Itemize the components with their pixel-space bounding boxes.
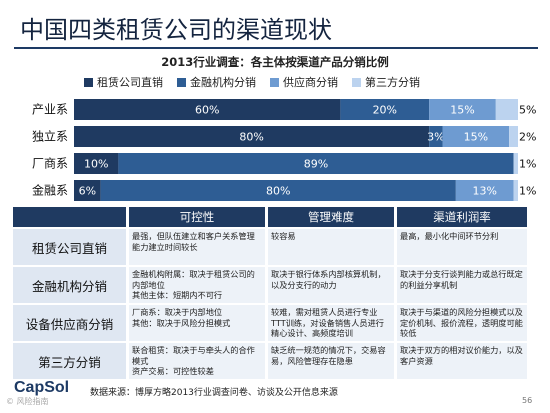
table-row: 租赁公司直销 最强，但队伍建立和客户关系管理能力建立时间较长 较容易 最高，最小… xyxy=(13,229,527,265)
table-header-row: 可控性 管理难度 渠道利润率 xyxy=(13,207,527,227)
legend-swatch xyxy=(84,77,93,87)
bar-segment xyxy=(513,153,518,174)
table-row: 设备供应商分销 厂商系：取决于内部地位 其他：取决于风险分担模式 较难，需对租赁… xyxy=(13,305,527,341)
bar-segment xyxy=(513,180,518,201)
category-label: 厂商系 xyxy=(32,156,68,171)
stacked-bar-chart: 产业系 60% 20% 15% 5% 独立系 80% 3% 15% 2% 厂商系 10% 89% 1% 金融… xyxy=(32,99,536,201)
data-label: 20% xyxy=(373,104,397,117)
table-row: 第三方分销 联合租赁：取决于与牵头人的合作模式 资产交易：可控性较差 缺乏统一规… xyxy=(13,343,527,379)
bar-segment xyxy=(429,126,443,147)
bar-segment xyxy=(74,99,341,120)
bar-segment xyxy=(455,180,514,201)
legend-item-direct: 租赁公司直销 xyxy=(84,74,163,90)
data-label: 5% xyxy=(519,104,536,117)
data-label: 80% xyxy=(239,131,263,144)
table-cell: 最强，但队伍建立和客户关系管理能力建立时间较长 xyxy=(129,229,265,265)
legend-item-third-party: 第三方分销 xyxy=(352,74,420,90)
table-cell: 较容易 xyxy=(268,229,394,265)
bar-segment xyxy=(509,126,518,147)
bar-segment xyxy=(495,99,518,120)
legend-item-supplier: 供应商分销 xyxy=(270,74,338,90)
page-title: 中国四类租赁公司的渠道现状 xyxy=(20,16,332,44)
table-cell: 较难，需对租赁人员进行专业TTT训练，对设备销售人员进行精心设计、高频度培训 xyxy=(268,305,394,341)
page-number: 56 xyxy=(522,396,533,405)
table-cell: 取决于分支行谈判能力或总行既定的利益分享机制 xyxy=(397,267,527,303)
chart-legend: 租赁公司直销 金融机构分销 供应商分销 第三方分销 xyxy=(84,74,420,90)
watermark: © 风险指南 xyxy=(6,397,49,406)
header-controllability: 可控性 xyxy=(129,207,265,227)
table-cell: 最高，最小化中间环节分利 xyxy=(397,229,527,265)
table-cell: 取决于双方的相对议价能力，以及客户资源 xyxy=(397,343,527,379)
bar-segment xyxy=(74,180,101,201)
table-cell: 厂商系：取决于内部地位 其他：取决于风险分担模式 xyxy=(129,305,265,341)
data-source-note: 数据来源：博厚方略2013行业调查问卷、访谈及公开信息来源 xyxy=(90,388,338,398)
row-label: 第三方分销 xyxy=(13,343,126,379)
header-channel-margin: 渠道利润率 xyxy=(397,207,527,227)
data-label: 13% xyxy=(472,185,496,198)
bar-segment xyxy=(74,153,119,174)
legend-swatch xyxy=(177,77,186,87)
legend-swatch xyxy=(270,77,279,87)
bar-segment xyxy=(442,126,510,147)
header-management-difficulty: 管理难度 xyxy=(268,207,394,227)
row-label: 金融机构分销 xyxy=(13,267,126,303)
data-label: 10% xyxy=(84,158,108,171)
legend-label: 租赁公司直销 xyxy=(97,76,163,89)
legend-label: 供应商分销 xyxy=(283,76,338,89)
table-cell: 取决于与渠道的风险分担模式以及定价机制、报价流程，透明度可能较低 xyxy=(397,305,527,341)
data-label: 89% xyxy=(304,158,328,171)
table-corner xyxy=(13,207,126,227)
legend-label: 第三方分销 xyxy=(365,76,420,89)
category-label: 产业系 xyxy=(32,103,68,117)
chart-title: 2013行业调查：各主体按渠道产品分销比例 xyxy=(161,55,389,69)
title-divider xyxy=(14,47,538,49)
category-label: 独立系 xyxy=(32,129,68,144)
channel-comparison-table: 可控性 管理难度 渠道利润率 租赁公司直销 最强，但队伍建立和客户关系管理能力建… xyxy=(10,205,530,381)
data-label: 6% xyxy=(79,185,96,198)
legend-item-financial: 金融机构分销 xyxy=(177,74,256,90)
table-row: 金融机构分销 金融机构附属：取决于租赁公司的内部地位 其他主体：短期内不可行 取… xyxy=(13,267,527,303)
table-cell: 金融机构附属：取决于租赁公司的内部地位 其他主体：短期内不可行 xyxy=(129,267,265,303)
data-label: 1% xyxy=(519,158,536,171)
capsol-logo: CapSol xyxy=(14,379,70,396)
bar-segment xyxy=(100,180,456,201)
table-cell: 取决于银行体系内部核算机制，以及分支行的动力 xyxy=(268,267,394,303)
bar-segment xyxy=(340,99,430,120)
legend-label: 金融机构分销 xyxy=(190,76,256,89)
data-label: 1% xyxy=(519,185,536,198)
bar-segment xyxy=(118,153,514,174)
bar-segment xyxy=(74,126,430,147)
data-label: 2% xyxy=(519,131,536,144)
data-label: 60% xyxy=(195,104,219,117)
table-cell: 缺乏统一规范的情况下，交易容易，风险管理存在隐患 xyxy=(268,343,394,379)
data-label: 3% xyxy=(427,131,444,144)
data-label: 15% xyxy=(450,104,474,117)
row-label: 租赁公司直销 xyxy=(13,229,126,265)
table-cell: 联合租赁：取决于与牵头人的合作模式 资产交易：可控性较差 xyxy=(129,343,265,379)
row-label: 设备供应商分销 xyxy=(13,305,126,341)
category-label: 金融系 xyxy=(32,183,68,198)
legend-swatch xyxy=(352,77,361,87)
bar-segment xyxy=(429,99,496,120)
data-label: 15% xyxy=(464,131,488,144)
data-label: 80% xyxy=(266,185,290,198)
